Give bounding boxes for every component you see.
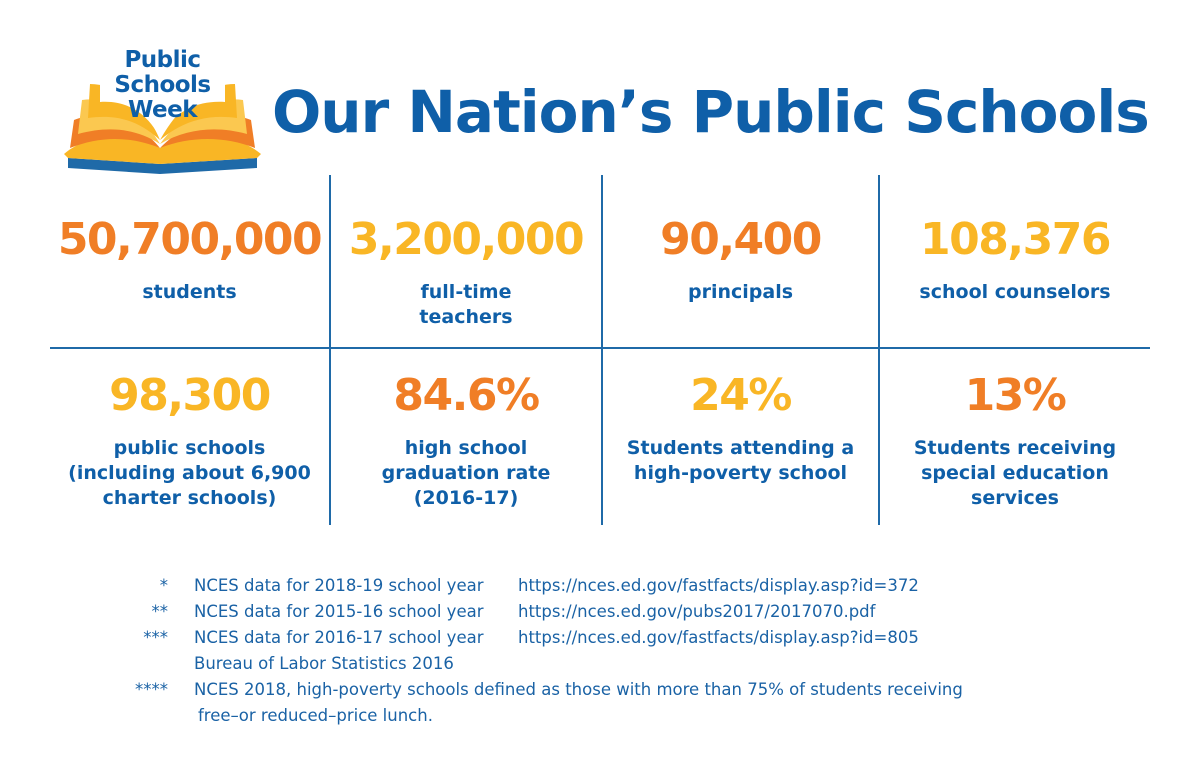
stat-label: school counselors bbox=[880, 280, 1150, 305]
footnote-url[interactable]: https://nces.ed.gov/fastfacts/display.as… bbox=[518, 576, 919, 595]
grid-divider-horizontal bbox=[50, 347, 1150, 349]
stat-label-line: teachers bbox=[419, 306, 513, 328]
stat-value: 13% bbox=[964, 370, 1067, 421]
stat-label-line: Students receiving bbox=[913, 437, 1117, 459]
grid-divider-vertical-3 bbox=[878, 175, 880, 525]
stat-label-line: principals bbox=[687, 281, 794, 303]
stat-label-line: Students attending a bbox=[626, 437, 855, 459]
stat-value: 98,300 bbox=[109, 370, 271, 421]
stat-label: public schools (including about 6,900 ch… bbox=[50, 436, 329, 511]
stat-label: Students receiving special education ser… bbox=[880, 436, 1150, 511]
footnote-text: NCES data for 2016-17 school year bbox=[194, 628, 484, 647]
footnote-text: NCES data for 2015-16 school year bbox=[194, 602, 484, 621]
stat-label-line: full-time bbox=[420, 281, 512, 303]
stat-cell-teachers: 3,200,000 full-time teachers bbox=[331, 212, 601, 330]
stat-value: 84.6% bbox=[393, 370, 540, 421]
footnote-mark: **** bbox=[135, 680, 168, 699]
grid-divider-vertical-1 bbox=[329, 175, 331, 525]
open-book-icon bbox=[64, 79, 261, 174]
footnote-text: free–or reduced–price lunch. bbox=[198, 706, 433, 725]
stat-value: 90,400 bbox=[660, 214, 822, 265]
footnotes: * NCES data for 2018-19 school year http… bbox=[120, 573, 1120, 729]
footnote-mark: * bbox=[159, 576, 168, 595]
stat-value: 50,700,000 bbox=[57, 214, 323, 265]
footnote-row: ** NCES data for 2015-16 school year htt… bbox=[120, 599, 1120, 625]
stat-label: students bbox=[50, 280, 329, 305]
footnote-mark: *** bbox=[143, 628, 168, 647]
logo-line-week: Week bbox=[127, 97, 198, 123]
stat-cell-students: 50,700,000 students bbox=[50, 212, 329, 305]
footnote-mark: ** bbox=[151, 602, 169, 621]
stat-value: 24% bbox=[690, 370, 792, 421]
page-title: Our Nation’s Public Schools bbox=[272, 78, 1150, 146]
stat-label-line: special education bbox=[921, 462, 1109, 484]
stat-label-line: students bbox=[142, 281, 237, 303]
stat-label-line: graduation rate bbox=[381, 462, 551, 484]
stat-label: high school graduation rate (2016-17) bbox=[331, 436, 601, 511]
stat-cell-high-poverty: 24% Students attending a high-poverty sc… bbox=[603, 368, 878, 486]
stat-label-line: high school bbox=[404, 437, 528, 459]
stat-value: 3,200,000 bbox=[348, 214, 585, 265]
logo-text: Public Schools Week bbox=[60, 48, 265, 123]
footnote-row: free–or reduced–price lunch. bbox=[120, 703, 1120, 729]
stat-cell-graduation-rate: 84.6% high school graduation rate (2016-… bbox=[331, 368, 601, 511]
footnote-row: **** NCES 2018, high-poverty schools def… bbox=[120, 677, 1120, 703]
stat-label-line: school counselors bbox=[919, 281, 1111, 303]
stat-cell-public-schools: 98,300 public schools (including about 6… bbox=[50, 368, 329, 511]
stat-cell-counselors: 108,376 school counselors bbox=[880, 212, 1150, 305]
stat-label: Students attending a high-poverty school bbox=[603, 436, 878, 486]
stat-label-line: charter schools) bbox=[102, 487, 277, 509]
footnote-url[interactable]: https://nces.ed.gov/pubs2017/2017070.pdf bbox=[518, 602, 876, 621]
stat-label: full-time teachers bbox=[331, 280, 601, 330]
footnote-text: NCES 2018, high-poverty schools defined … bbox=[194, 680, 963, 699]
footnote-row: *** NCES data for 2016-17 school year ht… bbox=[120, 625, 1120, 651]
grid-divider-vertical-2 bbox=[601, 175, 603, 525]
public-schools-week-logo: Public Schools Week bbox=[60, 40, 265, 180]
stat-label-line: (2016-17) bbox=[413, 487, 519, 509]
stat-label-line: public schools bbox=[113, 437, 266, 459]
footnote-text: NCES data for 2018-19 school year bbox=[194, 576, 484, 595]
stat-label-line: services bbox=[971, 487, 1059, 509]
stat-cell-special-education: 13% Students receiving special education… bbox=[880, 368, 1150, 511]
footnote-url[interactable]: https://nces.ed.gov/fastfacts/display.as… bbox=[518, 628, 919, 647]
stats-grid: 50,700,000 students 3,200,000 full-time … bbox=[50, 0, 1150, 760]
stat-label-line: high-poverty school bbox=[633, 462, 848, 484]
logo-line-public: Public bbox=[124, 47, 201, 73]
footnote-row: Bureau of Labor Statistics 2016 bbox=[120, 651, 1120, 677]
stat-label: principals bbox=[603, 280, 878, 305]
stat-value: 108,376 bbox=[920, 214, 1111, 265]
footnote-row: * NCES data for 2018-19 school year http… bbox=[120, 573, 1120, 599]
footnote-text: Bureau of Labor Statistics 2016 bbox=[194, 654, 454, 673]
stat-cell-principals: 90,400 principals bbox=[603, 212, 878, 305]
stat-label-line: (including about 6,900 bbox=[68, 462, 311, 484]
logo-line-schools: Schools bbox=[114, 72, 211, 98]
